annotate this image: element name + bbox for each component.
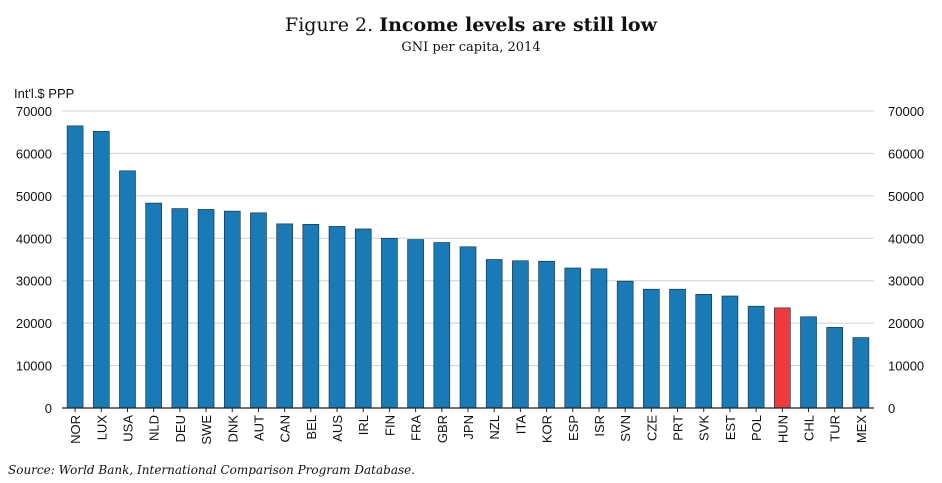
source-text: World Bank, International Comparison Pro… — [58, 463, 416, 477]
y-tick-label-left: 40000 — [16, 231, 52, 246]
bar-esp — [564, 267, 582, 409]
bar-mex — [852, 337, 870, 409]
bar-isr — [590, 268, 608, 409]
y-tick-label-left: 50000 — [16, 189, 52, 204]
bar-lux — [92, 131, 110, 409]
y-tick-label-left: 30000 — [16, 274, 52, 289]
bar-svk — [695, 293, 713, 409]
y-tick-label-right: 60000 — [888, 146, 924, 161]
x-tick-label-mex: MEX — [854, 415, 869, 444]
bar-est — [721, 295, 739, 409]
figure-title: Income levels are still low — [379, 14, 657, 36]
x-tick-label-lux: LUX — [94, 415, 109, 441]
y-tick-label-right: 0 — [888, 401, 895, 416]
x-tick-label-usa: USA — [120, 415, 135, 442]
y-tick-label-left: 10000 — [16, 359, 52, 374]
x-tick-label-aut: AUT — [251, 415, 266, 441]
x-tick-label-can: CAN — [278, 415, 293, 442]
y-tick-label-right: 50000 — [888, 189, 924, 204]
bar-fin — [381, 237, 398, 409]
x-tick-label-tur: TUR — [828, 415, 843, 442]
bar-cze — [643, 288, 660, 409]
x-tick-label-svn: SVN — [618, 415, 633, 442]
x-tick-label-nzl: NZL — [487, 415, 502, 440]
bar-gbr — [433, 242, 451, 409]
source-note: Source: World Bank, International Compar… — [8, 463, 415, 477]
y-tick-label-left: 20000 — [16, 316, 52, 331]
x-tick-label-nld: NLD — [147, 415, 162, 441]
figure-number: Figure 2. — [285, 14, 374, 36]
y-tick-label-right: 10000 — [888, 359, 924, 374]
bar-fra — [407, 239, 424, 409]
chart-title-block: Figure 2. Income levels are still low GN… — [0, 14, 942, 55]
x-tick-label-swe: SWE — [199, 415, 214, 445]
y-tick-label-right: 30000 — [888, 274, 924, 289]
bar-swe — [197, 209, 215, 409]
y-tick-label-left: 60000 — [16, 146, 52, 161]
bar-prt — [669, 288, 686, 409]
bar-hun — [774, 307, 791, 409]
x-tick-label-fra: FRA — [409, 415, 424, 441]
bar-chl — [800, 316, 817, 409]
chart-subtitle: GNI per capita, 2014 — [401, 40, 541, 55]
bar-svn — [616, 280, 634, 409]
y-tick-label-left: 0 — [45, 401, 52, 416]
x-tick-label-irl: IRL — [356, 415, 371, 435]
x-tick-label-nor: NOR — [68, 415, 83, 444]
x-tick-label-prt: PRT — [671, 415, 686, 441]
x-tick-label-cze: CZE — [644, 415, 659, 441]
bar-nor — [66, 125, 84, 409]
x-tick-label-fin: FIN — [382, 415, 397, 436]
bar-pol — [747, 305, 765, 409]
x-tick-label-pol: POL — [749, 415, 764, 441]
bar-can — [276, 223, 293, 409]
x-tick-label-bel: BEL — [304, 415, 319, 440]
bar-deu — [171, 208, 189, 409]
x-tick-label-svk: SVK — [697, 415, 712, 441]
x-tick-label-kor: KOR — [540, 415, 555, 443]
x-tick-label-ita: ITA — [513, 415, 528, 435]
bar-jpn — [459, 246, 477, 409]
x-tick-label-dnk: DNK — [225, 415, 240, 443]
bar-tur — [826, 327, 844, 409]
bar-usa — [119, 170, 136, 409]
bar-irl — [354, 228, 372, 409]
chart-title: Figure 2. Income levels are still low — [0, 14, 942, 36]
bar-ita — [512, 260, 529, 409]
y-tick-label-right: 40000 — [888, 231, 924, 246]
x-tick-label-gbr: GBR — [435, 415, 450, 443]
source-label: Source: — [8, 463, 55, 477]
x-tick-label-jpn: JPN — [461, 415, 476, 440]
y-axis-unit-label: Int'l.$ PPP — [14, 86, 75, 101]
bar-bel — [302, 223, 320, 409]
x-tick-label-deu: DEU — [173, 415, 188, 442]
x-tick-label-esp: ESP — [566, 415, 581, 441]
x-tick-label-hun: HUN — [775, 415, 790, 443]
y-tick-label-right: 20000 — [888, 316, 924, 331]
y-tick-label-left: 70000 — [16, 104, 52, 119]
x-tick-label-aus: AUS — [330, 415, 345, 442]
bar-kor — [538, 260, 555, 409]
bar-nzl — [485, 259, 503, 409]
x-tick-label-isr: ISR — [592, 415, 607, 437]
bar-nld — [145, 202, 162, 409]
bar-dnk — [223, 210, 241, 409]
x-tick-label-est: EST — [723, 415, 738, 440]
y-tick-label-right: 70000 — [888, 104, 924, 119]
bar-aus — [328, 226, 346, 409]
x-tick-label-chl: CHL — [802, 415, 817, 441]
bar-aut — [250, 212, 267, 409]
